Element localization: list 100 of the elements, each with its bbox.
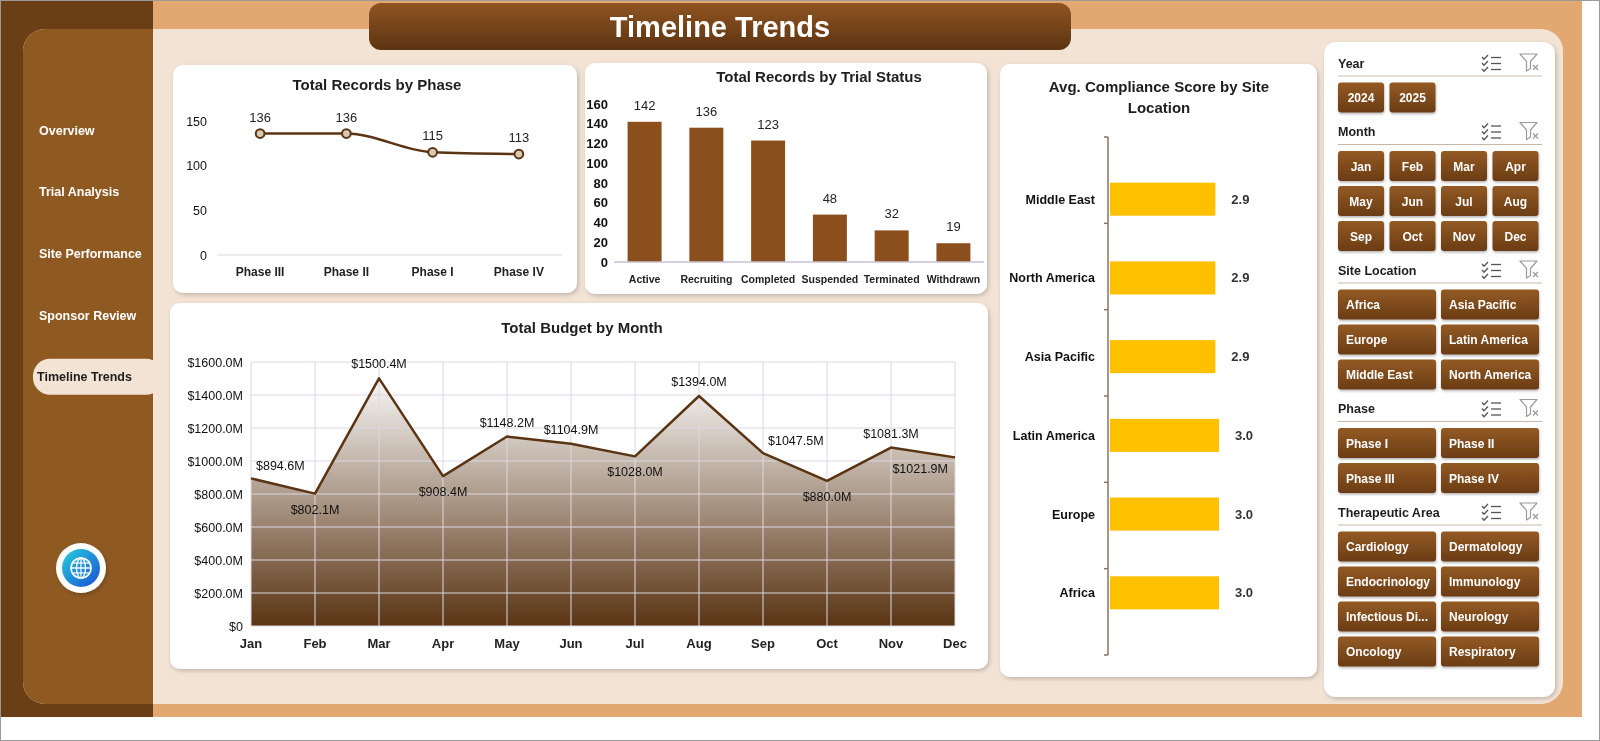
category-label: Aug <box>1503 194 1528 209</box>
data-label: 136 <box>249 109 271 125</box>
category-label: Phase IV <box>1449 471 1500 486</box>
category-label: 2025 <box>1399 91 1427 105</box>
x-tick-label: Phase I <box>411 265 454 279</box>
category-label: Phase III <box>1346 471 1395 486</box>
y-tick-label: 50 <box>193 203 208 218</box>
data-label: $1028.0M <box>607 465 663 480</box>
data-label: 2.9 <box>1231 191 1250 207</box>
y-tick-label: 100 <box>186 159 208 174</box>
data-label: $1081.3M <box>863 426 919 441</box>
data-label: 115 <box>422 128 443 144</box>
category-label: Jul <box>1455 194 1473 209</box>
y-tick-label: 20 <box>593 234 608 250</box>
chart-title: Total Records by Trial Status <box>716 68 922 85</box>
category-label: Cardiology <box>1346 540 1409 554</box>
category-label: Trial Analysis <box>39 185 120 200</box>
data-label: $880.0M <box>802 489 852 504</box>
bar <box>751 140 786 262</box>
point <box>341 128 352 139</box>
category-label: Oct <box>1402 229 1423 244</box>
category-label: Phase II <box>1449 436 1495 451</box>
data-label: 48 <box>822 190 838 206</box>
x-tick-label: Sep <box>751 636 775 651</box>
x-tick-label: Phase IV <box>493 265 544 279</box>
bar <box>627 121 662 262</box>
data-label: $1104.9M <box>543 422 599 437</box>
chart-title: Total Budget by Month <box>501 319 663 336</box>
y-tick-label: 100 <box>586 155 608 171</box>
x-tick-label: Apr <box>431 636 455 651</box>
category-label: Feb <box>1401 159 1424 174</box>
y-tick-label: North America <box>1009 271 1097 286</box>
y-tick-label: $200.0M <box>194 586 243 601</box>
category-label: May <box>1349 194 1373 209</box>
category-label: Immunology <box>1449 575 1521 589</box>
x-tick-label: Withdrawn <box>926 273 981 285</box>
data-label: 113 <box>508 130 530 146</box>
data-label: 3.0 <box>1235 506 1254 522</box>
text: Year <box>1338 56 1365 71</box>
y-tick-label: $400.0M <box>194 553 243 568</box>
point <box>254 128 266 139</box>
text: Therapeutic Area <box>1338 505 1441 520</box>
x-tick-label: Active <box>628 273 661 285</box>
x-tick-label: Suspended <box>801 273 859 285</box>
y-tick-label: Asia Pacific <box>1024 350 1096 365</box>
x-tick-label: Nov <box>878 636 905 651</box>
y-tick-label: 60 <box>593 195 608 211</box>
data-label: $1394.0M <box>671 374 727 389</box>
y-tick-label: 150 <box>186 114 208 129</box>
y-tick-label: 80 <box>593 175 608 191</box>
x-tick-label: Mar <box>367 636 391 651</box>
category-label: Oncology <box>1346 645 1402 659</box>
y-tick-label: 140 <box>586 116 608 132</box>
x-tick-label: Jan <box>239 636 263 651</box>
data-label: 136 <box>335 109 358 125</box>
category-label: Dermatology <box>1449 540 1523 554</box>
x-tick-label: Terminated <box>863 273 920 285</box>
y-tick-label: Middle East <box>1025 192 1096 207</box>
text: Site Location <box>1338 263 1417 278</box>
bar <box>689 127 724 262</box>
chart-title: Total Records by Phase <box>292 76 462 93</box>
data-label: $1148.2M <box>479 415 535 430</box>
y-tick-label: $1200.0M <box>187 421 243 436</box>
y-tick-label: Latin America <box>1012 428 1097 443</box>
category-label: Europe <box>1346 333 1388 347</box>
category-label: Respiratory <box>1449 645 1517 659</box>
bar <box>874 230 909 262</box>
category-label: Phase I <box>1346 436 1389 451</box>
y-tick-label: Africa <box>1059 586 1097 601</box>
text: Timeline Trends <box>609 10 831 43</box>
category-label: Timeline Trends <box>37 370 132 385</box>
category-label: Overview <box>39 123 95 138</box>
y-tick-label: 0 <box>200 248 208 263</box>
data-label: 32 <box>884 206 899 222</box>
x-tick-label: Feb <box>303 636 327 651</box>
y-tick-label: 160 <box>586 96 608 112</box>
y-tick-label: $600.0M <box>194 520 243 535</box>
y-tick-label: $0 <box>229 619 244 634</box>
data-label: 3.0 <box>1235 427 1254 443</box>
y-tick-label: $1600.0M <box>187 355 243 370</box>
x-tick-label: Dec <box>943 636 967 651</box>
data-label: 142 <box>633 97 656 113</box>
x-tick-label: Jun <box>559 636 583 651</box>
y-tick-label: Europe <box>1051 507 1096 522</box>
data-label: 136 <box>695 103 718 119</box>
data-label: 19 <box>946 219 961 235</box>
category-label: Endocrinology <box>1346 575 1431 589</box>
category-label: Africa <box>1346 298 1381 312</box>
point <box>513 148 525 160</box>
x-tick-label: Jul <box>625 636 645 651</box>
category-label: Latin America <box>1449 333 1529 347</box>
category-label: Jan <box>1350 159 1372 174</box>
x-tick-label: Recruiting <box>680 273 733 285</box>
y-tick-label: $1400.0M <box>187 388 243 403</box>
data-label: $1021.9M <box>892 462 948 477</box>
data-label: 123 <box>757 116 779 132</box>
data-label: 2.9 <box>1231 349 1250 365</box>
category-label: North America <box>1449 368 1532 382</box>
category-label: Infectious Di... <box>1346 610 1429 624</box>
y-tick-label: $800.0M <box>194 487 243 502</box>
